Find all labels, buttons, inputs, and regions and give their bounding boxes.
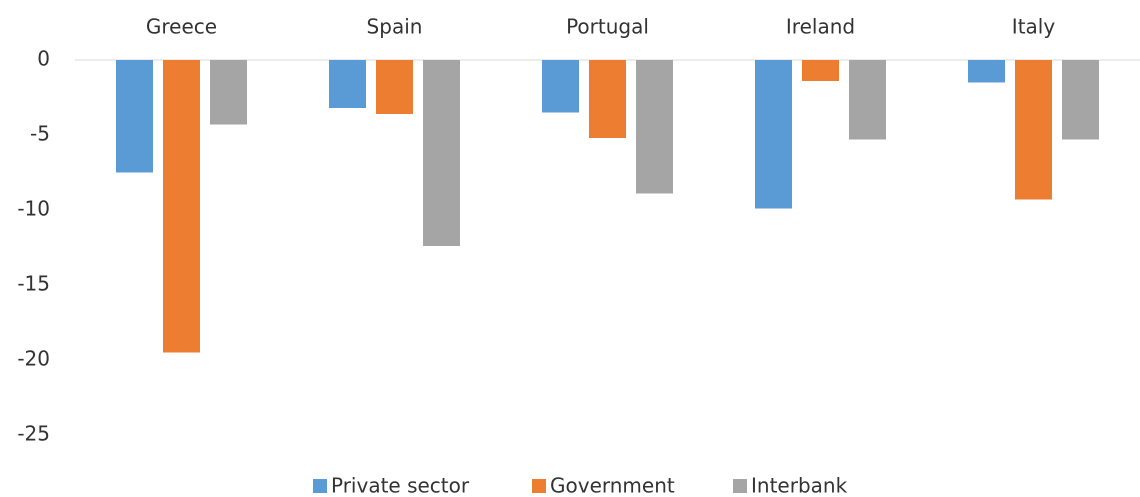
bar	[163, 60, 200, 353]
bar	[1062, 60, 1099, 140]
legend-swatch	[313, 479, 327, 493]
bar	[116, 60, 153, 173]
y-tick-label: -15	[17, 272, 50, 296]
bar	[802, 60, 839, 81]
bar	[755, 60, 792, 209]
legend-label: Interbank	[751, 474, 848, 497]
bar	[376, 60, 413, 114]
y-tick-label: -5	[30, 122, 50, 146]
bar	[542, 60, 579, 113]
legend-swatch	[733, 479, 747, 493]
bar	[210, 60, 247, 125]
x-tick-label: Ireland	[786, 15, 855, 39]
x-tick-label: Portugal	[566, 15, 649, 39]
bar	[423, 60, 460, 246]
x-tick-label: Spain	[367, 15, 423, 39]
y-tick-label: -25	[17, 422, 50, 446]
bar	[968, 60, 1005, 83]
legend-label: Government	[550, 474, 675, 497]
x-tick-label: Italy	[1012, 15, 1056, 39]
y-tick-label: 0	[37, 47, 50, 71]
legend-swatch	[532, 479, 546, 493]
bar	[1015, 60, 1052, 200]
bar	[636, 60, 673, 194]
x-tick-label: Greece	[146, 15, 217, 39]
bar	[849, 60, 886, 140]
bar	[329, 60, 366, 108]
bar	[589, 60, 626, 138]
y-tick-label: -20	[17, 347, 50, 371]
y-tick-label: -10	[17, 197, 50, 221]
legend-label: Private sector	[331, 474, 470, 497]
